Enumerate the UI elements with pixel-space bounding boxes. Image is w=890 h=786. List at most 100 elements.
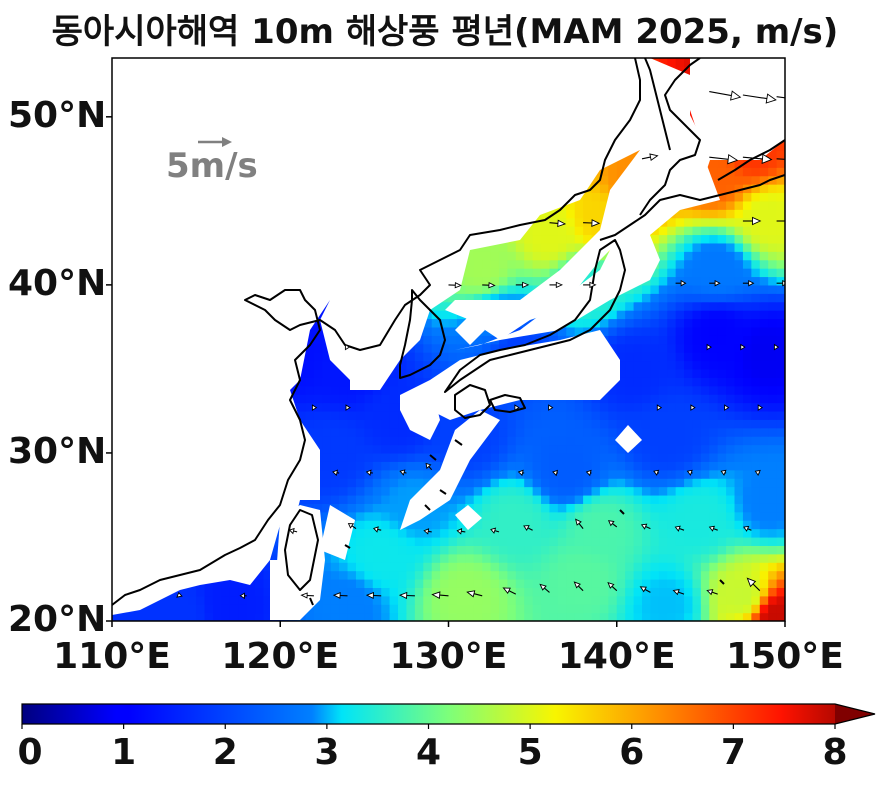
speed-cell: [658, 587, 668, 597]
speed-cell: [347, 604, 357, 614]
speed-cell: [599, 184, 609, 194]
speed-cell: [734, 209, 744, 219]
speed-cell: [641, 503, 651, 513]
speed-cell: [541, 251, 551, 261]
speed-cell: [498, 478, 508, 488]
speed-cell: [616, 587, 626, 597]
speed-cell: [759, 217, 769, 227]
speed-cell: [759, 360, 769, 370]
speed-cell: [532, 562, 542, 572]
speed-cell: [498, 268, 508, 278]
speed-cell: [692, 452, 702, 462]
speed-cell: [372, 444, 382, 454]
speed-cell: [482, 242, 492, 252]
speed-cell: [389, 612, 399, 621]
speed-cell: [658, 528, 668, 538]
speed-cell: [633, 612, 643, 621]
speed-cell: [726, 427, 736, 437]
speed-cell: [700, 486, 710, 496]
speed-cell: [717, 209, 727, 219]
speed-cell: [742, 402, 752, 412]
speed-cell: [616, 570, 626, 580]
speed-cell: [440, 427, 450, 437]
speed-cell: [599, 545, 609, 555]
speed-cell: [524, 536, 534, 546]
speed-cell: [423, 343, 433, 353]
speed-cell: [456, 604, 466, 614]
speed-cell: [566, 410, 576, 420]
speed-cell: [398, 503, 408, 513]
speed-cell: [532, 410, 542, 420]
speed-cell: [709, 469, 719, 479]
speed-cell: [557, 242, 567, 252]
speed-cell: [759, 385, 769, 395]
speed-cell: [498, 419, 508, 429]
speed-cell: [423, 553, 433, 563]
speed-cell: [658, 486, 668, 496]
speed-cell: [633, 377, 643, 387]
speed-cell: [473, 536, 483, 546]
speed-cell: [709, 410, 719, 420]
speed-cell: [768, 419, 778, 429]
speed-cell: [423, 352, 433, 362]
speed-cell: [759, 578, 769, 588]
speed-cell: [507, 578, 517, 588]
speed-cell: [372, 545, 382, 555]
speed-cell: [322, 402, 332, 412]
speed-cell: [591, 612, 601, 621]
speed-cell: [734, 360, 744, 370]
speed-cell: [675, 562, 685, 572]
speed-cell: [507, 335, 517, 345]
speed-cell: [717, 184, 727, 194]
speed-cell: [389, 436, 399, 446]
speed-cell: [490, 587, 500, 597]
speed-cell: [473, 545, 483, 555]
speed-cell: [709, 452, 719, 462]
speed-cell: [355, 612, 365, 621]
speed-cell: [204, 604, 214, 614]
speed-cell: [574, 587, 584, 597]
speed-cell: [473, 268, 483, 278]
speed-cell: [498, 276, 508, 286]
speed-cell: [204, 595, 214, 605]
speed-cell: [120, 612, 130, 621]
speed-cell: [524, 226, 534, 236]
speed-cell: [641, 528, 651, 538]
speed-cell: [667, 553, 677, 563]
speed-cell: [423, 536, 433, 546]
speed-cell: [532, 570, 542, 580]
speed-cell: [566, 520, 576, 530]
speed-cell: [709, 503, 719, 513]
speed-cell: [583, 478, 593, 488]
speed-cell: [675, 528, 685, 538]
speed-cell: [372, 469, 382, 479]
speed-cell: [212, 587, 222, 597]
speed-cell: [776, 394, 785, 404]
speed-cell: [406, 562, 416, 572]
speed-cell: [498, 335, 508, 345]
speed-cell: [355, 427, 365, 437]
speed-cell: [768, 377, 778, 387]
speed-cell: [692, 419, 702, 429]
speed-cell: [599, 318, 609, 328]
speed-cell: [709, 461, 719, 471]
speed-cell: [330, 461, 340, 471]
speed-cell: [406, 427, 416, 437]
speed-cell: [482, 268, 492, 278]
speed-cell: [625, 293, 635, 303]
speed-cell: [742, 511, 752, 521]
speed-cell: [372, 553, 382, 563]
speed-cell: [347, 536, 357, 546]
speed-cell: [583, 503, 593, 513]
speed-cell: [751, 604, 761, 614]
speed-cell: [709, 293, 719, 303]
speed-cell: [524, 427, 534, 437]
speed-cell: [726, 184, 736, 194]
speed-cell: [768, 536, 778, 546]
speed-cell: [726, 251, 736, 261]
speed-cell: [482, 553, 492, 563]
speed-cell: [717, 368, 727, 378]
speed-cell: [650, 234, 660, 244]
speed-cell: [734, 427, 744, 437]
speed-cell: [490, 444, 500, 454]
